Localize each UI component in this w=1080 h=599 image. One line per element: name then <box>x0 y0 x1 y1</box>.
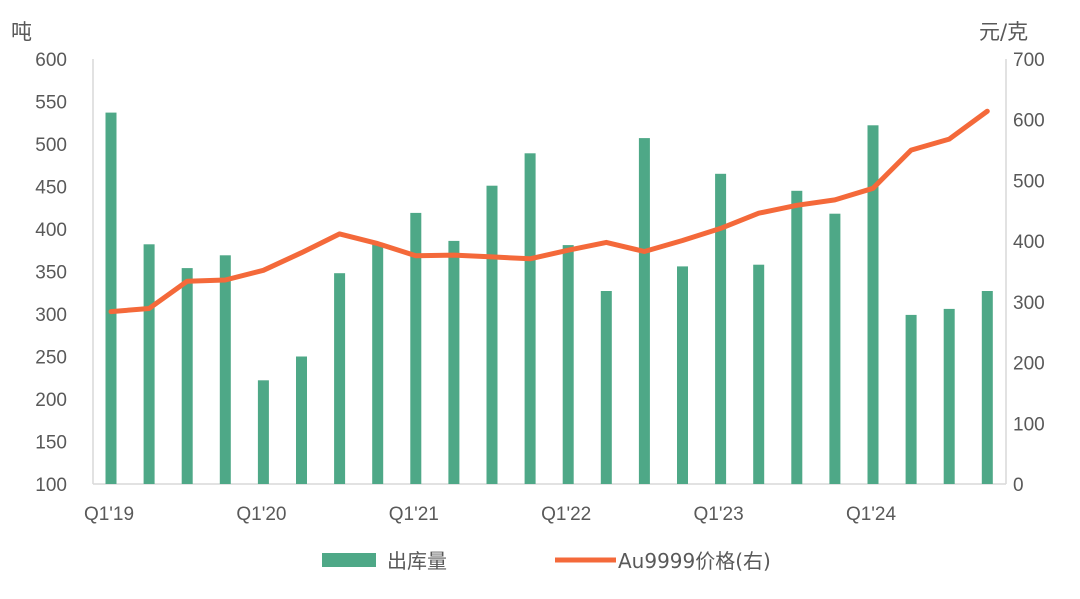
bar-Q2'22 <box>600 291 612 484</box>
right-tick-label: 700 <box>1013 50 1045 71</box>
x-tick-label: Q1'22 <box>541 504 591 525</box>
left-tick-label: 400 <box>35 220 67 241</box>
bar-Q3'24 <box>943 308 955 484</box>
bar-series <box>105 112 993 485</box>
left-tick-label: 550 <box>35 93 67 114</box>
legend-bar-label: 出库量 <box>387 549 447 573</box>
bar-Q3'19 <box>181 268 193 484</box>
left-tick-label: 250 <box>35 348 67 369</box>
bar-Q1'23 <box>715 173 727 485</box>
line-series <box>108 108 990 315</box>
bar-Q2'20 <box>296 356 307 484</box>
x-tick-label: Q1'20 <box>236 504 286 525</box>
x-tick-label: Q1'19 <box>84 504 134 525</box>
bar-Q4'20 <box>372 243 384 484</box>
left-axis-unit: 吨 <box>11 20 32 44</box>
bar-Q4'23 <box>829 213 841 484</box>
bar-Q3'23 <box>791 190 803 485</box>
bar-Q4'21 <box>524 153 536 485</box>
legend-bar-swatch <box>322 553 376 567</box>
bar-Q2'24 <box>905 314 917 484</box>
left-tick-label: 500 <box>35 135 67 156</box>
x-tick-label: Q1'24 <box>846 504 897 525</box>
left-tick-label: 200 <box>35 390 67 411</box>
left-tick-label: 100 <box>35 475 67 496</box>
price-line <box>108 108 990 315</box>
left-tick-label: 350 <box>35 263 67 284</box>
x-tick-label: Q1'23 <box>694 504 744 525</box>
bar-Q4'24 <box>981 291 993 484</box>
bar-Q1'21 <box>410 212 422 484</box>
bar-Q2'21 <box>448 240 460 484</box>
bar-Q3'22 <box>638 138 650 484</box>
bar-Q2'23 <box>753 264 765 484</box>
right-tick-label: 200 <box>1013 354 1045 375</box>
bar-Q4'19 <box>219 255 231 484</box>
bar-Q2'19 <box>143 244 155 484</box>
bar-Q4'22 <box>677 266 688 484</box>
right-tick-label: 600 <box>1013 111 1045 132</box>
legend: 出库量 Au9999价格(右) <box>322 549 771 573</box>
bar-Q1'24 <box>867 125 879 485</box>
right-tick-label: 100 <box>1013 414 1045 435</box>
right-tick-label: 0 <box>1013 475 1024 496</box>
right-axis-unit: 元/克 <box>979 20 1028 44</box>
right-tick-label: 400 <box>1013 232 1045 253</box>
bar-Q1'19 <box>105 112 117 484</box>
left-tick-label: 450 <box>35 178 67 199</box>
bar-Q1'22 <box>562 245 574 484</box>
bar-Q1'20 <box>257 380 269 484</box>
left-tick-label: 600 <box>35 50 67 71</box>
x-tick-label: Q1'21 <box>389 504 439 525</box>
right-tick-label: 300 <box>1013 293 1045 314</box>
axes <box>92 59 1007 485</box>
legend-line-label: Au9999价格(右) <box>618 549 771 573</box>
left-tick-label: 300 <box>35 305 67 326</box>
right-tick-label: 500 <box>1013 171 1045 192</box>
tick-labels: 100 150 200 250 300 350 400 450 500 550 600 0 100 200… <box>35 50 1044 525</box>
left-tick-label: 150 <box>35 433 67 454</box>
bar-Q3'21 <box>486 185 498 484</box>
bar-Q3'20 <box>334 273 346 484</box>
